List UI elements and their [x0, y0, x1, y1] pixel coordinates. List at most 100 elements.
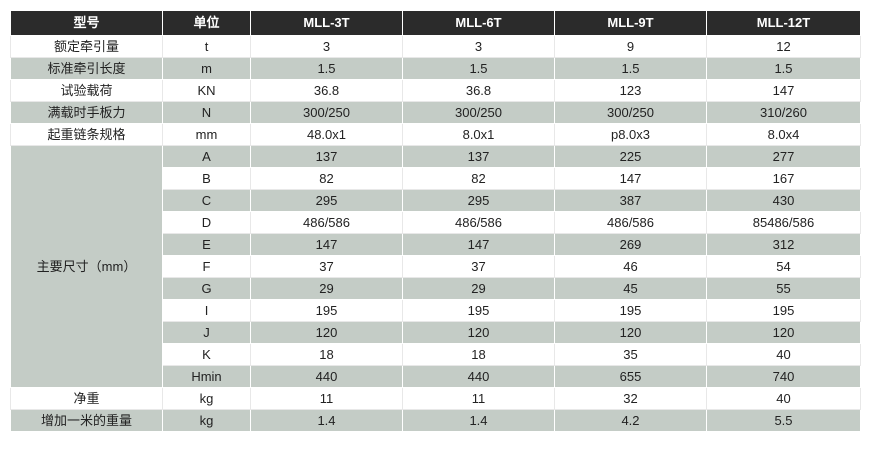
row-value: 300/250 — [402, 101, 555, 124]
header-cell-model: 型号 — [10, 10, 163, 36]
spec-table-container: 型号 单位 MLL-3T MLL-6T MLL-9T MLL-12T 额定牵引量… — [10, 10, 861, 432]
table-row: K 18 18 35 40 — [11, 343, 861, 366]
table-body: 额定牵引量 t 3 3 9 12 标准牵引长度 m 1.5 1.5 1.5 1.5 试验载荷 KN 36.8… — [10, 35, 861, 432]
row-unit: mm — [162, 123, 251, 146]
row-value: 295 — [250, 189, 403, 212]
row-value: 82 — [402, 167, 555, 190]
row-value: 82 — [250, 167, 403, 190]
row-value: 430 — [706, 189, 861, 212]
header-cell-mll-12t: MLL-12T — [706, 10, 861, 36]
table-row: 起重链条规格 mm 48.0x1 8.0x1 p8.0x3 8.0x4 — [10, 123, 861, 146]
table-row: 主要尺寸（mm） A 137 137 225 277 — [10, 145, 861, 388]
row-value: 48.0x1 — [250, 123, 403, 146]
row-value: 120 — [402, 321, 555, 344]
row-value: 37 — [250, 255, 403, 278]
row-value: 120 — [706, 321, 861, 344]
row-unit: D — [162, 211, 251, 234]
row-value: 37 — [402, 255, 555, 278]
row-value: 1.4 — [250, 409, 403, 432]
row-unit: KN — [162, 79, 251, 102]
row-value: 18 — [250, 343, 403, 366]
row-value: 40 — [706, 343, 861, 366]
spec-table: 型号 单位 MLL-3T MLL-6T MLL-9T MLL-12T 额定牵引量… — [10, 10, 861, 432]
row-value: 740 — [706, 365, 861, 388]
row-value: 3 — [402, 35, 555, 58]
row-value: 486/586 — [402, 211, 555, 234]
row-value: 85486/586 — [706, 211, 861, 234]
row-value: 486/586 — [250, 211, 403, 234]
row-value: 4.2 — [554, 409, 707, 432]
row-value: 1.5 — [250, 57, 403, 80]
row-label: 增加一米的重量 — [10, 409, 163, 432]
row-value: 300/250 — [554, 101, 707, 124]
row-value: 1.5 — [402, 57, 555, 80]
row-value: 195 — [554, 299, 707, 322]
row-unit: G — [162, 277, 251, 300]
row-label: 试验载荷 — [10, 79, 163, 102]
row-value: 54 — [706, 255, 861, 278]
row-unit: m — [162, 57, 251, 80]
row-value: 195 — [402, 299, 555, 322]
row-unit: E — [162, 233, 251, 256]
row-unit: Hmin — [162, 365, 251, 388]
row-value: p8.0x3 — [554, 123, 707, 146]
table-row: E 147 147 269 312 — [11, 233, 861, 256]
row-value: 40 — [706, 387, 861, 410]
row-unit: J — [162, 321, 251, 344]
header-cell-mll-3t: MLL-3T — [250, 10, 403, 36]
row-unit: C — [162, 189, 251, 212]
row-value: 29 — [250, 277, 403, 300]
row-value: 137 — [250, 145, 403, 168]
row-value: 440 — [402, 365, 555, 388]
row-value: 310/260 — [706, 101, 861, 124]
row-unit: kg — [162, 409, 251, 432]
header-cell-unit: 单位 — [162, 10, 251, 36]
row-value: 36.8 — [250, 79, 403, 102]
header-row: 型号 单位 MLL-3T MLL-6T MLL-9T MLL-12T — [10, 10, 861, 36]
row-value: 1.5 — [706, 57, 861, 80]
table-row: G 29 29 45 55 — [11, 277, 861, 300]
row-label: 起重链条规格 — [10, 123, 163, 146]
row-value: 225 — [554, 145, 707, 168]
row-label: 净重 — [10, 387, 163, 410]
row-value: 5.5 — [706, 409, 861, 432]
row-value: 300/250 — [250, 101, 403, 124]
row-value: 11 — [402, 387, 555, 410]
table-row: 标准牵引长度 m 1.5 1.5 1.5 1.5 — [10, 57, 861, 80]
row-value: 120 — [250, 321, 403, 344]
row-value: 9 — [554, 35, 707, 58]
row-value: 147 — [554, 167, 707, 190]
row-value: 387 — [554, 189, 707, 212]
row-value: 29 — [402, 277, 555, 300]
row-unit: A — [162, 145, 251, 168]
row-value: 120 — [554, 321, 707, 344]
table-row: 额定牵引量 t 3 3 9 12 — [10, 35, 861, 58]
row-value: 35 — [554, 343, 707, 366]
table-row: 满载时手板力 N 300/250 300/250 300/250 310/260 — [10, 101, 861, 124]
table-row: 试验载荷 KN 36.8 36.8 123 147 — [10, 79, 861, 102]
row-value: 147 — [706, 79, 861, 102]
row-value: 18 — [402, 343, 555, 366]
row-unit: t — [162, 35, 251, 58]
row-unit: kg — [162, 387, 251, 410]
header-cell-mll-9t: MLL-9T — [554, 10, 707, 36]
header-cell-mll-6t: MLL-6T — [402, 10, 555, 36]
row-value: 195 — [250, 299, 403, 322]
row-value: 486/586 — [554, 211, 707, 234]
row-value: 1.4 — [402, 409, 555, 432]
table-row: Hmin 440 440 655 740 — [11, 365, 861, 388]
row-unit: I — [162, 299, 251, 322]
row-value: 147 — [402, 233, 555, 256]
row-value: 137 — [402, 145, 555, 168]
row-unit: N — [162, 101, 251, 124]
row-label: 标准牵引长度 — [10, 57, 163, 80]
row-value: 655 — [554, 365, 707, 388]
row-unit: B — [162, 167, 251, 190]
row-value: 147 — [250, 233, 403, 256]
row-value: 3 — [250, 35, 403, 58]
row-value: 11 — [250, 387, 403, 410]
dimensions-label: 主要尺寸（mm） — [10, 145, 163, 388]
row-value: 55 — [706, 277, 861, 300]
row-value: 46 — [554, 255, 707, 278]
row-value: 269 — [554, 233, 707, 256]
